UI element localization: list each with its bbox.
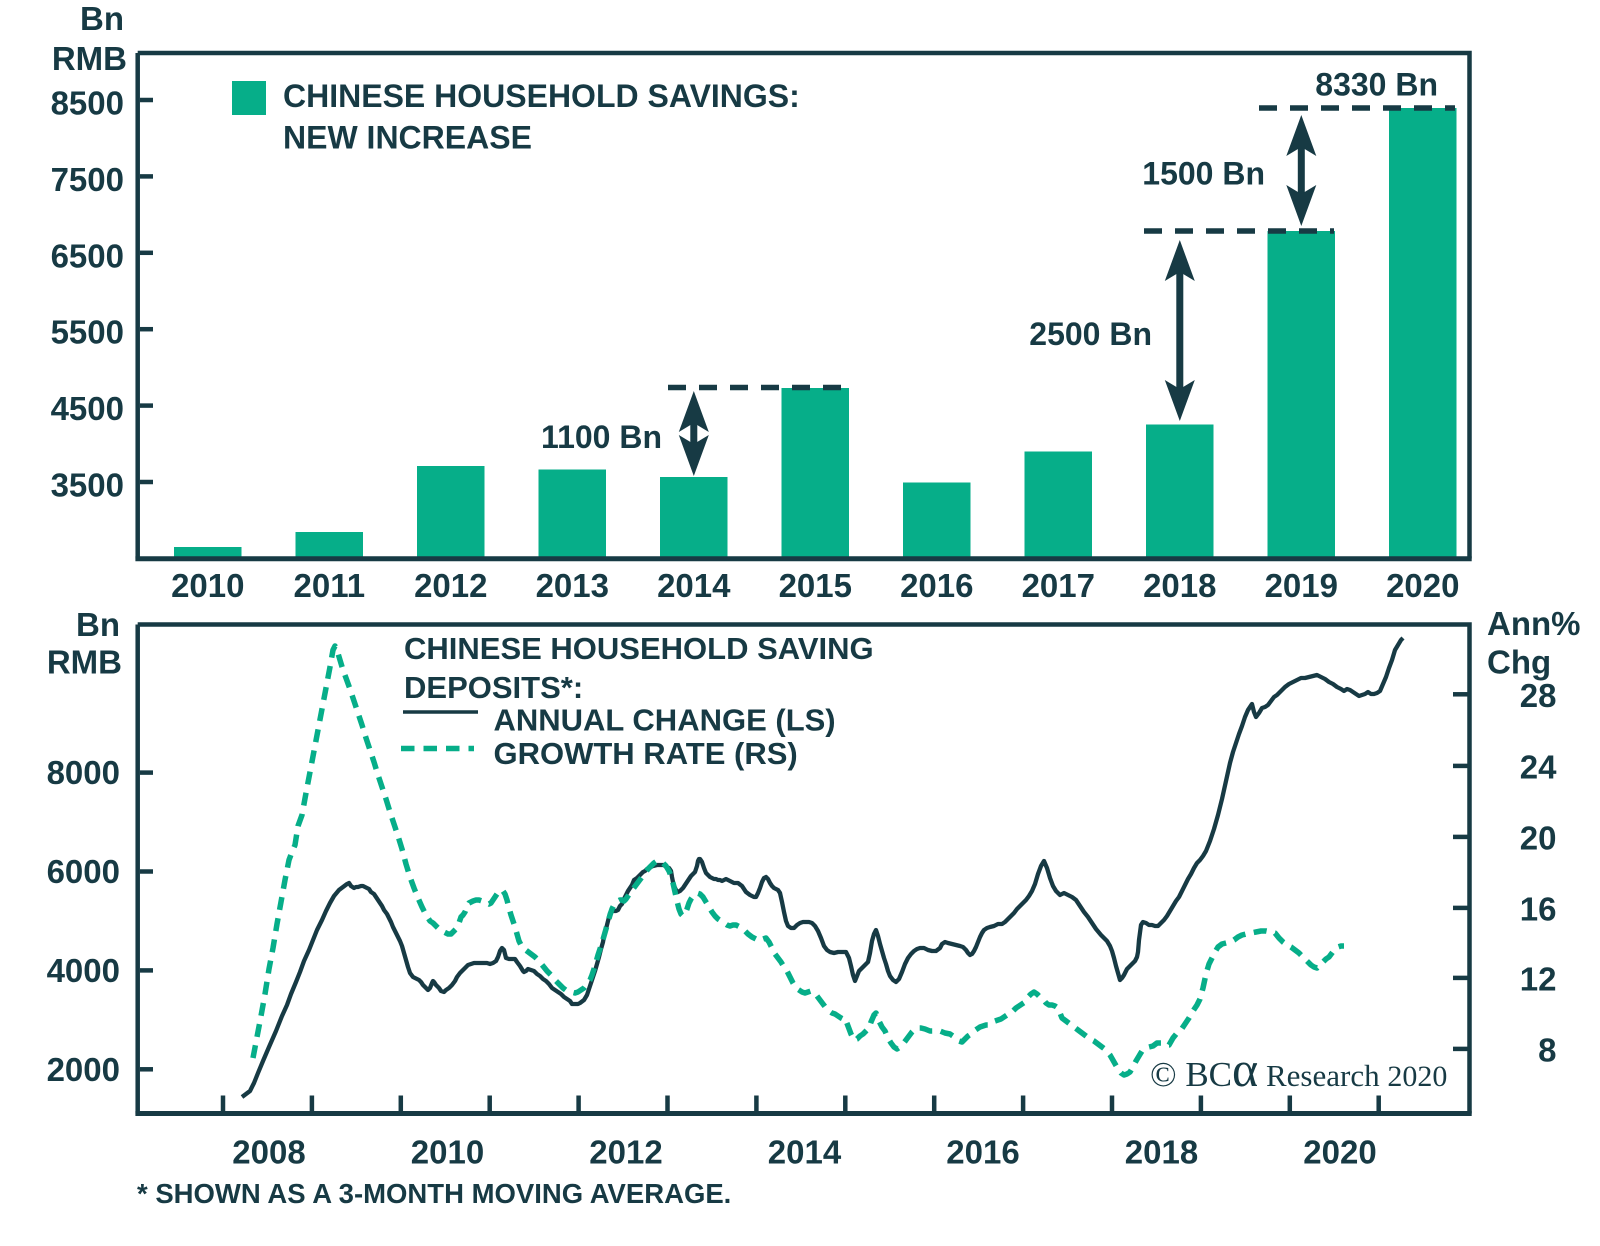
svg-text:2014: 2014: [768, 1134, 842, 1171]
svg-text:28: 28: [1520, 677, 1557, 714]
svg-text:Chg: Chg: [1487, 644, 1551, 681]
svg-text:RMB: RMB: [52, 40, 127, 77]
svg-text:5500: 5500: [51, 314, 124, 351]
svg-text:2000: 2000: [47, 1051, 120, 1088]
svg-text:12: 12: [1520, 960, 1557, 997]
svg-text:* SHOWN AS A 3-MONTH MOVING AV: * SHOWN AS A 3-MONTH MOVING AVERAGE.: [137, 1178, 731, 1209]
svg-text:2012: 2012: [414, 567, 487, 604]
svg-text:2016: 2016: [946, 1134, 1019, 1171]
svg-text:20: 20: [1520, 819, 1557, 856]
svg-text:8000: 8000: [47, 754, 120, 791]
svg-text:4000: 4000: [47, 952, 120, 989]
svg-text:2500 Bn: 2500 Bn: [1029, 316, 1152, 352]
svg-text:2014: 2014: [657, 567, 731, 604]
svg-text:6500: 6500: [51, 237, 124, 274]
svg-text:DEPOSITS*:: DEPOSITS*:: [404, 670, 583, 705]
svg-text:Bn: Bn: [76, 606, 120, 643]
svg-text:3500: 3500: [51, 467, 124, 504]
svg-text:2020: 2020: [1386, 567, 1459, 604]
svg-text:2012: 2012: [589, 1134, 662, 1171]
svg-text:2010: 2010: [411, 1134, 484, 1171]
svg-text:8500: 8500: [51, 85, 124, 122]
svg-text:16: 16: [1520, 890, 1557, 927]
svg-text:7500: 7500: [51, 161, 124, 198]
svg-text:RMB: RMB: [47, 644, 122, 681]
svg-text:8: 8: [1538, 1031, 1556, 1068]
svg-text:2011: 2011: [294, 567, 366, 604]
svg-text:NEW INCREASE: NEW INCREASE: [283, 120, 532, 156]
svg-text:2013: 2013: [536, 567, 609, 604]
svg-text:2008: 2008: [232, 1134, 305, 1171]
svg-text:1500 Bn: 1500 Bn: [1142, 156, 1265, 192]
svg-text:2019: 2019: [1265, 567, 1338, 604]
svg-text:4500: 4500: [51, 390, 124, 427]
svg-text:ANNUAL CHANGE (LS): ANNUAL CHANGE (LS): [494, 703, 836, 738]
svg-text:2018: 2018: [1125, 1134, 1198, 1171]
svg-text:2020: 2020: [1303, 1134, 1376, 1171]
svg-text:8330 Bn: 8330 Bn: [1315, 67, 1438, 103]
svg-text:2015: 2015: [779, 567, 852, 604]
svg-text:6000: 6000: [47, 853, 120, 890]
svg-text:CHINESE HOUSEHOLD SAVINGS:: CHINESE HOUSEHOLD SAVINGS:: [283, 78, 800, 114]
svg-text:© BCα Research 2020: © BCα Research 2020: [1150, 1041, 1447, 1097]
svg-text:24: 24: [1520, 748, 1557, 785]
svg-text:Ann%: Ann%: [1487, 605, 1581, 642]
svg-text:Bn: Bn: [80, 0, 124, 37]
svg-text:2016: 2016: [900, 567, 973, 604]
svg-text:GROWTH RATE (RS): GROWTH RATE (RS): [494, 736, 798, 771]
svg-text:2018: 2018: [1143, 567, 1216, 604]
svg-text:1100 Bn: 1100 Bn: [541, 419, 662, 455]
svg-text:CHINESE HOUSEHOLD SAVING: CHINESE HOUSEHOLD SAVING: [404, 631, 874, 666]
svg-text:2010: 2010: [171, 567, 244, 604]
svg-text:2017: 2017: [1022, 567, 1095, 604]
